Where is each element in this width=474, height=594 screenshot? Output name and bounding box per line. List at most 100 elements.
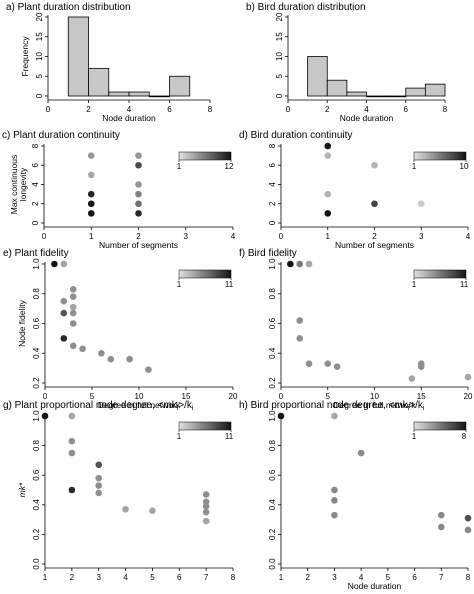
y-tick-label: 0.8 xyxy=(268,288,277,300)
scatter-point xyxy=(417,200,425,208)
x-tick-label: 0 xyxy=(46,105,51,114)
scatter-point xyxy=(87,190,95,198)
colorbar-gradient xyxy=(178,151,232,161)
scatter-point xyxy=(145,366,152,373)
y-tick-label: 5 xyxy=(35,73,44,78)
scatter-point xyxy=(68,412,76,420)
x-tick-label: 2 xyxy=(70,573,75,582)
y-tick-label: 1.0 xyxy=(32,258,41,270)
x-tick-label: 2 xyxy=(86,105,91,114)
scatter-point xyxy=(69,285,77,293)
y-tick-label: 0 xyxy=(268,220,277,225)
x-tick-label: 2 xyxy=(325,105,330,114)
panel-b: b) Bird duration distribution 0 2 4 6 8 0 5 10 15… xyxy=(246,2,448,123)
scatter-point xyxy=(68,449,76,457)
panel-g-colorbar: 1 11 xyxy=(177,421,234,441)
scatter-point xyxy=(135,152,142,159)
x-tick-label: 10 xyxy=(135,392,144,401)
panel-h-title: h) Bird proportional node degree, <mki>/… xyxy=(239,400,425,412)
y-tick-label: 5 xyxy=(275,73,284,78)
scatter-point xyxy=(357,449,365,457)
scatter-point xyxy=(122,505,129,513)
panel-g-ylabel: mk* xyxy=(17,482,27,497)
colorbar-max-label: 12 xyxy=(225,162,234,171)
panel-a-title: a) Plant duration distribution xyxy=(6,2,131,13)
x-tick-label: 0 xyxy=(43,392,48,401)
scatter-point xyxy=(95,482,103,489)
colorbar-min-label: 1 xyxy=(177,280,182,289)
scatter-point xyxy=(51,260,58,268)
panel-f-xlabel: Degree in full network xyxy=(333,400,416,410)
x-tick-label: 1 xyxy=(43,573,48,582)
x-tick-label: 7 xyxy=(204,573,209,582)
histogram-bar xyxy=(385,95,407,98)
scatter-point xyxy=(324,142,332,150)
colorbar-gradient xyxy=(413,269,467,279)
scatter-point xyxy=(68,437,76,445)
panel-g-title: g) Plant proportional node degree, <mki>… xyxy=(3,400,194,412)
x-tick-label: 0 xyxy=(279,232,284,241)
scatter-point xyxy=(135,181,142,188)
panel-e-ylabel: Node fidelity xyxy=(17,299,27,347)
colorbar-max-label: 11 xyxy=(225,432,234,441)
x-tick-label: 15 xyxy=(417,392,426,401)
y-tick-label: 6 xyxy=(31,162,40,167)
panel-c-colorbar: 1 12 xyxy=(177,151,234,171)
histogram-bar xyxy=(148,95,170,98)
x-tick-label: 4 xyxy=(466,232,471,241)
scatter-point xyxy=(98,349,105,357)
scatter-point xyxy=(331,497,338,504)
scatter-point xyxy=(305,260,313,268)
x-tick-label: 2 xyxy=(372,232,377,241)
scatter-point xyxy=(202,502,210,510)
panel-b-xlabel: Node duration xyxy=(340,113,394,123)
panel-c-xlabel: Number of segments xyxy=(99,240,178,250)
scatter-point xyxy=(69,342,77,350)
scatter-point xyxy=(333,363,341,370)
panel-d: d) Bird duration continuity 0 1 2 3 4 0 2 4 6 8 Num… xyxy=(239,130,471,250)
x-tick-label: 6 xyxy=(177,573,182,582)
x-tick-label: 20 xyxy=(464,392,473,401)
scatter-point xyxy=(95,489,103,497)
colorbar-gradient xyxy=(413,421,467,431)
y-tick-label: 0 xyxy=(275,93,284,98)
x-tick-label: 8 xyxy=(443,105,448,114)
scatter-point xyxy=(371,200,378,208)
scatter-point xyxy=(95,474,103,482)
y-tick-label: 0.4 xyxy=(268,499,277,511)
histogram-bar xyxy=(326,79,348,97)
x-tick-label: 0 xyxy=(279,392,284,401)
x-tick-label: 20 xyxy=(229,392,238,401)
scatter-point xyxy=(437,523,445,531)
colorbar-min-label: 1 xyxy=(412,432,417,441)
histogram-bar xyxy=(169,75,191,97)
scatter-point xyxy=(95,461,103,469)
histogram-bar xyxy=(307,56,328,97)
y-tick-label: 1.0 xyxy=(32,410,41,422)
y-tick-label: 0.2 xyxy=(32,377,41,389)
panel-d-colorbar: 1 10 xyxy=(412,151,469,171)
y-tick-label: 0.6 xyxy=(268,317,277,329)
panel-h: h) Bird proportional node degree, <mki>/… xyxy=(239,400,472,591)
x-tick-label: 5 xyxy=(150,573,155,582)
y-tick-label: 1.0 xyxy=(268,410,277,422)
scatter-point xyxy=(41,412,49,420)
scatter-point xyxy=(87,152,95,159)
y-tick-label: 0 xyxy=(31,220,40,225)
panel-e-title: e) Plant fidelity xyxy=(3,248,69,259)
panel-c-title: c) Plant duration continuity xyxy=(2,130,120,141)
scatter-point xyxy=(135,200,142,208)
scatter-point xyxy=(417,363,425,370)
panel-a-ylabel: Frequency xyxy=(20,36,30,77)
panel-f: f) Bird fidelity 0 5 10 15 20 0.2 0.4 0.6 0.8 1.0 D… xyxy=(239,248,473,410)
x-tick-label: 4 xyxy=(127,105,132,114)
y-tick-label: 20 xyxy=(275,12,284,21)
y-tick-label: 0.8 xyxy=(32,288,41,300)
x-tick-label: 8 xyxy=(466,573,471,582)
scatter-point xyxy=(68,486,76,494)
colorbar-min-label: 1 xyxy=(412,280,417,289)
scatter-point xyxy=(79,345,86,353)
colorbar-gradient xyxy=(413,151,467,161)
scatter-point xyxy=(277,412,285,420)
